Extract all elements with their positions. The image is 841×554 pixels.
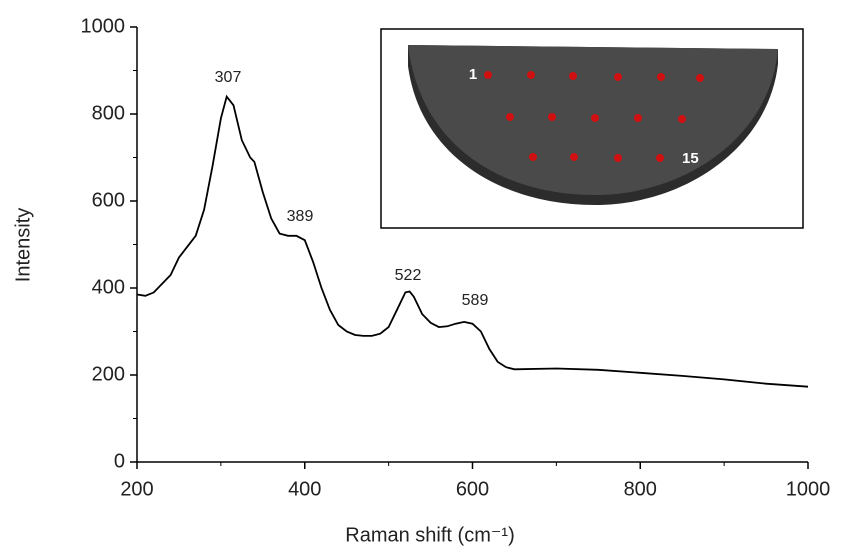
peak-label: 307 [215,69,242,86]
inset-label: 15 [682,150,699,167]
peak-label: 522 [395,267,422,284]
spectrum-line [136,94,809,388]
y-tick-label: 800 [92,102,125,124]
y-tick-label: 200 [92,363,125,385]
inset: 1 15 [380,28,804,229]
peak-label: 389 [287,208,314,225]
y-tick-label: 400 [92,276,125,298]
measurement-points [484,71,704,162]
y-tick-label: 1000 [81,15,126,37]
peak-label: 589 [462,292,489,309]
x-tick-label: 200 [120,478,153,500]
x-tick-label: 600 [456,478,489,500]
x-tick-label: 800 [624,478,657,500]
x-tick-label: 1000 [786,478,831,500]
inset-label: 1 [469,66,477,83]
y-tick-label: 600 [92,189,125,211]
x-tick-label: 400 [288,478,321,500]
y-axis-label: Intensity [12,208,34,282]
x-axis-label: Raman shift (cm⁻¹) [345,524,514,546]
y-tick-label: 0 [114,450,125,472]
